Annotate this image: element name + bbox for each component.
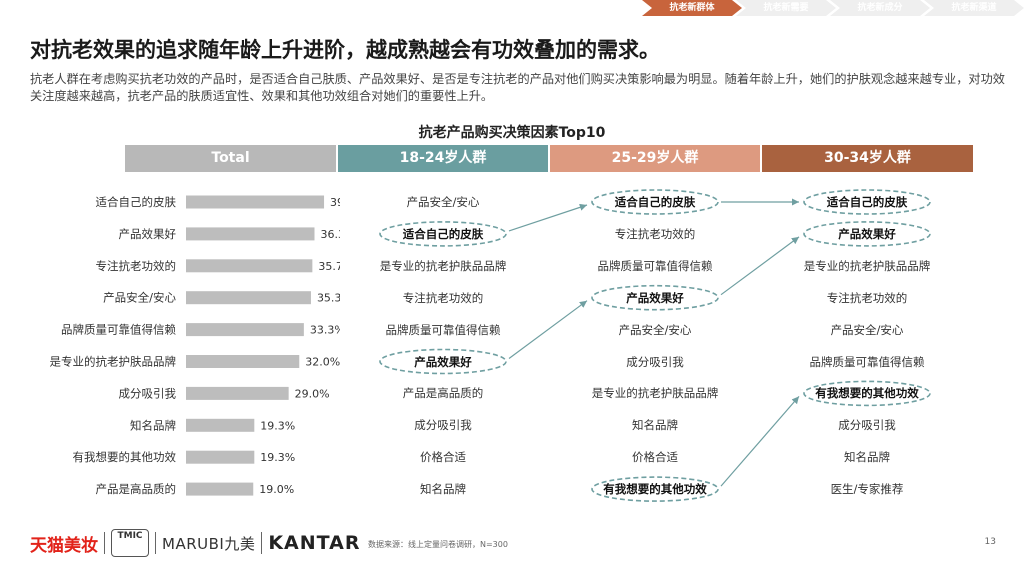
bar-category-label: 专注抗老功效的 <box>96 259 177 273</box>
bar-value-label: 29.0% <box>295 387 330 400</box>
highlighted-factor: 产品效果好 <box>414 354 472 369</box>
trend-arrow <box>720 236 800 296</box>
page-title: 对抗老效果的追求随年龄上升进阶，越成熟越会有功效叠加的需求。 <box>30 38 660 62</box>
bar-category-label: 品牌质量可靠值得信赖 <box>61 323 176 337</box>
nav-step-3[interactable]: 抗老新成分 <box>830 0 930 16</box>
logo-divider <box>104 532 105 554</box>
nav-step-2[interactable]: 抗老新需要 <box>736 0 836 16</box>
bar-category-label: 产品是高品质的 <box>96 482 177 496</box>
ranked-factor: 价格合适 <box>632 450 678 465</box>
section-nav: 抗老新群体 抗老新需要 抗老新成分 抗老新渠道 <box>642 0 1024 16</box>
bar-value-label: 19.3% <box>260 419 295 432</box>
trend-arrow <box>720 396 800 487</box>
highlighted-factor: 有我想要的其他功效 <box>815 386 919 401</box>
bar-category-label: 知名品牌 <box>130 418 176 432</box>
bar <box>186 418 255 432</box>
column-header-25-29: 25-29岁人群 <box>550 145 760 172</box>
bar <box>186 482 254 496</box>
ranked-factor: 产品安全/安心 <box>406 195 480 209</box>
bar-category-label: 是专业的抗老护肤品品牌 <box>50 355 177 369</box>
ranked-factor: 价格合适 <box>420 450 466 465</box>
highlighted-factor: 有我想要的其他功效 <box>603 482 707 497</box>
bar <box>186 195 325 209</box>
bar-category-label: 适合自己的皮肤 <box>96 195 177 209</box>
bar <box>186 323 304 337</box>
ranked-factor: 产品是高品质的 <box>402 386 484 401</box>
ranked-factor: 知名品牌 <box>420 482 466 497</box>
nav-step-4[interactable]: 抗老新渠道 <box>924 0 1024 16</box>
page-description: 抗老人群在考虑购买抗老功效的产品时，是否适合自己肤质、产品效果好、是否是专注抗老… <box>30 72 1005 103</box>
column-header-total: Total <box>125 145 336 172</box>
footer-logos: 天猫美妆 TMIC MARUBI九美 KANTAR <box>30 528 360 558</box>
ranked-factor: 成分吸引我 <box>626 354 684 369</box>
bar-value-label: 32.0% <box>305 356 340 369</box>
chart-title: 抗老产品购买决策因素Top10 <box>418 125 606 141</box>
ranked-factor: 专注抗老功效的 <box>402 290 484 305</box>
total-bar-chart: 适合自己的皮肤 39.0% 产品效果好 36.3% 专注抗老功效的 35.7% 产品安全/安… <box>50 195 341 496</box>
ranked-factor: 成分吸引我 <box>838 418 896 433</box>
data-source-note: 数据来源：线上定量问卷调研，N=300 <box>368 540 508 549</box>
ranked-factor: 知名品牌 <box>632 418 678 433</box>
bar-value-label: 39.0% <box>330 196 340 209</box>
bar-value-label: 35.3% <box>317 292 340 305</box>
ranked-factor: 品牌质量可靠值得信赖 <box>597 258 713 273</box>
column-header-30-34: 30-34岁人群 <box>762 145 973 172</box>
tmall-beauty-logo: 天猫美妆 <box>30 535 98 556</box>
bar-value-label: 19.3% <box>260 451 295 464</box>
highlighted-factor: 适合自己的皮肤 <box>402 226 484 241</box>
ranked-factor: 成分吸引我 <box>414 418 472 433</box>
bar-value-label: 35.7% <box>318 260 340 273</box>
ranked-factor: 是专业的抗老护肤品品牌 <box>591 386 719 401</box>
bar-value-label: 33.3% <box>310 324 340 337</box>
nav-step-1[interactable]: 抗老新群体 <box>642 0 742 16</box>
ranked-factor: 产品安全/安心 <box>830 322 904 337</box>
bar-value-label: 19.0% <box>259 483 294 496</box>
ranked-factor: 是专业的抗老护肤品品牌 <box>379 258 507 273</box>
bar <box>186 259 313 273</box>
ranked-factor: 知名品牌 <box>844 450 890 465</box>
highlighted-factor: 产品效果好 <box>838 226 896 241</box>
highlighted-factor: 适合自己的皮肤 <box>614 195 696 209</box>
highlighted-factor: 产品效果好 <box>626 290 684 305</box>
logo-divider <box>261 532 263 554</box>
ranked-factor: 品牌质量可靠值得信赖 <box>385 322 501 337</box>
page-number: 13 <box>984 537 996 547</box>
bar <box>186 386 289 400</box>
highlighted-factor: 适合自己的皮肤 <box>826 195 908 209</box>
column-header-18-24: 18-24岁人群 <box>338 145 548 172</box>
bar-category-label: 产品安全/安心 <box>103 291 176 305</box>
ranked-factor: 专注抗老功效的 <box>826 290 908 305</box>
bar <box>186 291 311 305</box>
bar <box>186 450 255 464</box>
tmic-logo: TMIC <box>111 529 149 557</box>
bar-value-label: 36.3% <box>320 228 340 241</box>
kantar-logo: KANTAR <box>268 532 361 554</box>
ranked-factor: 是专业的抗老护肤品品牌 <box>803 258 931 273</box>
ranked-factor: 专注抗老功效的 <box>614 226 696 241</box>
ranked-factor: 医生/专家推荐 <box>830 482 904 497</box>
ranked-factor: 品牌质量可靠值得信赖 <box>809 354 925 369</box>
bar <box>186 227 315 241</box>
bar-category-label: 产品效果好 <box>119 227 177 241</box>
logo-divider <box>155 532 156 554</box>
ranked-factor: 产品安全/安心 <box>618 322 692 337</box>
marubi-logo: MARUBI九美 <box>162 534 256 553</box>
bar-category-label: 成分吸引我 <box>119 386 177 400</box>
trend-arrow <box>508 300 588 359</box>
bar-category-label: 有我想要的其他功效 <box>73 450 177 464</box>
trend-arrow <box>508 203 588 232</box>
bar <box>186 355 300 368</box>
